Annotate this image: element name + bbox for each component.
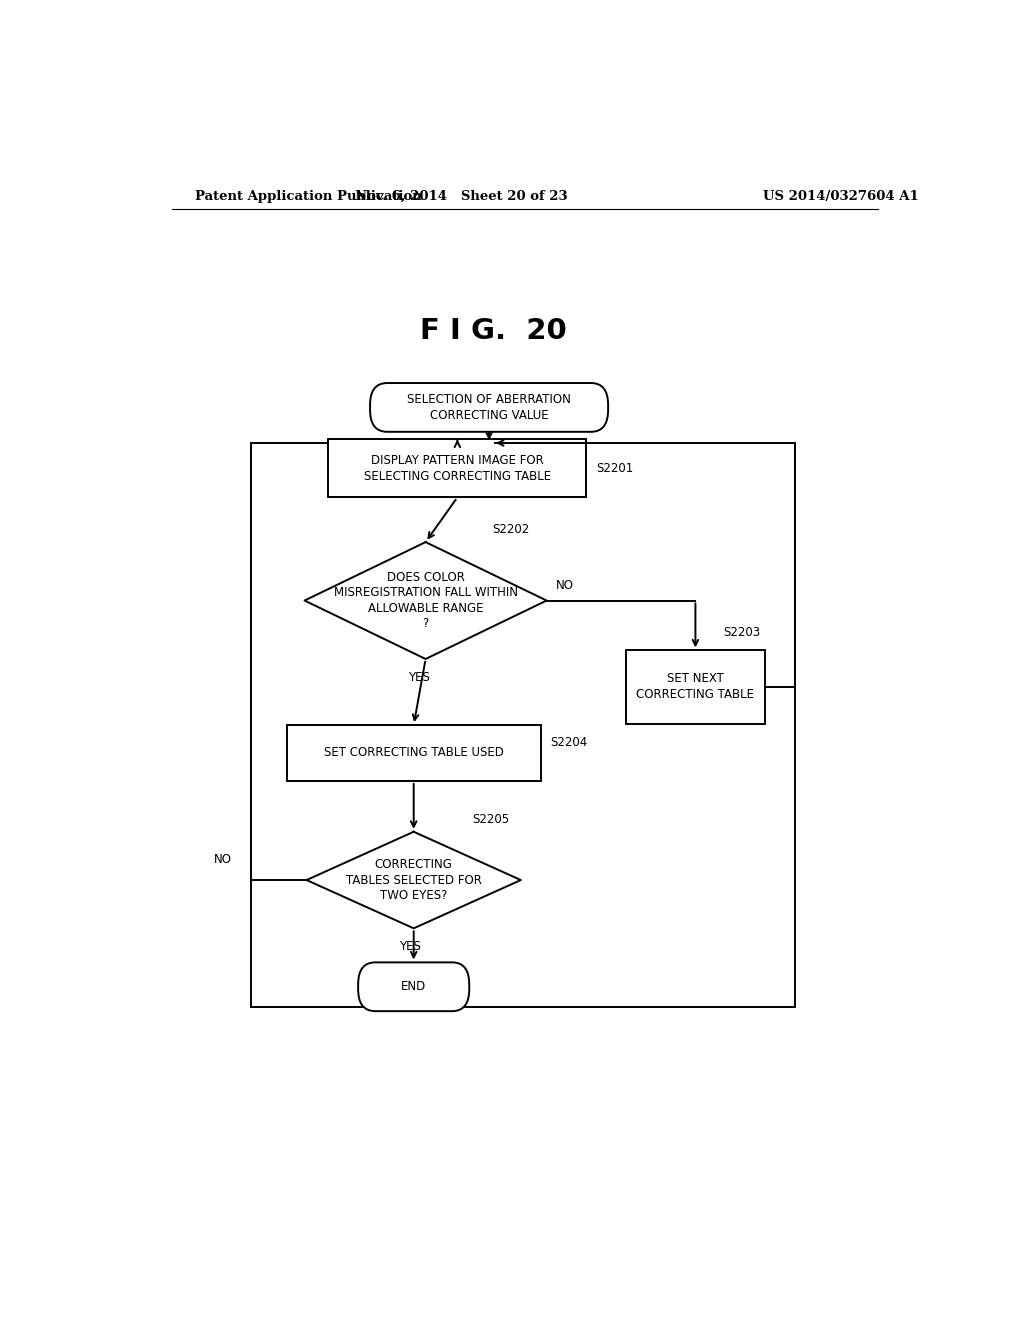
Text: S2203: S2203 <box>723 626 761 639</box>
Text: Nov. 6, 2014   Sheet 20 of 23: Nov. 6, 2014 Sheet 20 of 23 <box>355 190 567 202</box>
Text: END: END <box>401 981 426 993</box>
Text: DISPLAY PATTERN IMAGE FOR
SELECTING CORRECTING TABLE: DISPLAY PATTERN IMAGE FOR SELECTING CORR… <box>364 454 551 483</box>
Text: YES: YES <box>409 671 430 684</box>
Polygon shape <box>306 832 521 928</box>
Bar <box>251 444 795 1007</box>
FancyBboxPatch shape <box>358 962 469 1011</box>
FancyBboxPatch shape <box>370 383 608 432</box>
Text: US 2014/0327604 A1: US 2014/0327604 A1 <box>763 190 919 202</box>
Text: SELECTION OF ABERRATION
CORRECTING VALUE: SELECTION OF ABERRATION CORRECTING VALUE <box>408 393 571 422</box>
Text: S2201: S2201 <box>596 462 633 475</box>
Text: NO: NO <box>556 578 574 591</box>
Text: CORRECTING
TABLES SELECTED FOR
TWO EYES?: CORRECTING TABLES SELECTED FOR TWO EYES? <box>346 858 481 902</box>
Text: SET NEXT
CORRECTING TABLE: SET NEXT CORRECTING TABLE <box>637 672 755 701</box>
Text: F I G.  20: F I G. 20 <box>420 317 566 346</box>
Text: Patent Application Publication: Patent Application Publication <box>196 190 422 202</box>
Text: DOES COLOR
MISREGISTRATION FALL WITHIN
ALLOWABLE RANGE
?: DOES COLOR MISREGISTRATION FALL WITHIN A… <box>334 570 517 630</box>
Bar <box>287 725 541 781</box>
Text: S2205: S2205 <box>473 813 510 826</box>
Bar <box>329 440 587 498</box>
Polygon shape <box>304 543 547 659</box>
Bar <box>626 651 765 723</box>
Text: S2202: S2202 <box>493 524 529 536</box>
Text: YES: YES <box>398 940 421 953</box>
Text: S2204: S2204 <box>550 737 588 750</box>
Text: SET CORRECTING TABLE USED: SET CORRECTING TABLE USED <box>324 747 504 759</box>
Text: NO: NO <box>214 853 232 866</box>
